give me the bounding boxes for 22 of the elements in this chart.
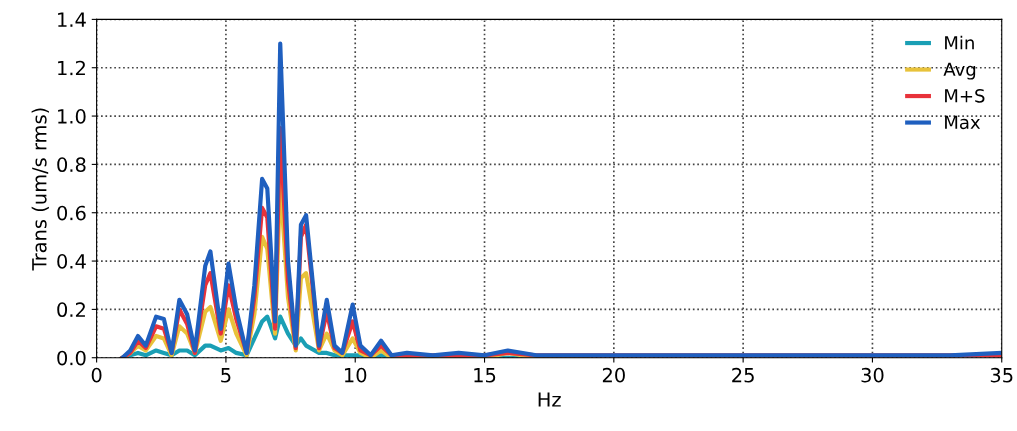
x-axis-title: Hz xyxy=(538,392,561,407)
x-tick-label: 30 xyxy=(861,367,884,383)
x-tick-label: 15 xyxy=(474,368,496,383)
legend-label: M+S xyxy=(945,88,985,103)
legend-label: Max xyxy=(945,115,981,130)
x-tick-label: 25 xyxy=(732,367,754,383)
x-tick-label: 0 xyxy=(91,367,102,383)
legend-label: Avg xyxy=(943,62,976,80)
y-tick-label: 0.4 xyxy=(57,254,86,269)
y-tick-label: 0.8 xyxy=(57,157,86,173)
y-tick-label: 0.2 xyxy=(57,302,85,318)
x-tick-label: 10 xyxy=(344,367,367,383)
x-tick-label: 5 xyxy=(221,368,231,383)
y-tick-label: 0.6 xyxy=(57,205,86,221)
y-tick-label: 0.0 xyxy=(57,350,86,366)
y-tick-label: 1.2 xyxy=(58,60,85,76)
y-tick-label: 1.0 xyxy=(58,109,86,124)
y-axis-title: Trans (um/s rms) xyxy=(31,108,49,271)
legend-label: Min xyxy=(945,35,974,50)
y-tick-label: 1.4 xyxy=(58,12,86,27)
x-tick-label: 20 xyxy=(602,367,625,383)
x-tick-label: 35 xyxy=(990,367,1013,383)
